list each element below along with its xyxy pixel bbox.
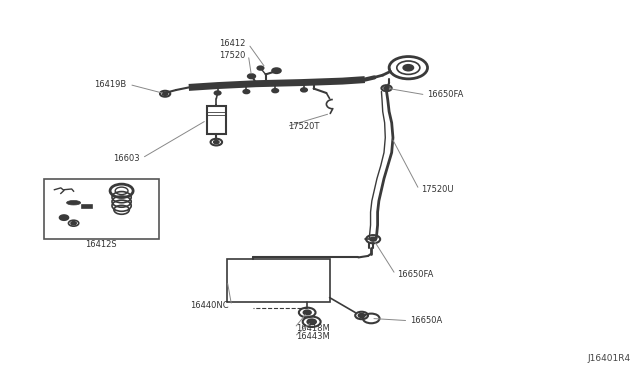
Text: 17520U: 17520U — [421, 185, 454, 194]
Text: 17520T: 17520T — [288, 122, 319, 131]
Text: 16650FA: 16650FA — [397, 270, 433, 279]
Circle shape — [370, 237, 376, 241]
Circle shape — [301, 88, 307, 92]
Text: 16650A: 16650A — [410, 316, 442, 325]
Circle shape — [272, 68, 281, 73]
Text: 17520: 17520 — [220, 51, 246, 60]
Ellipse shape — [67, 201, 81, 205]
Circle shape — [163, 92, 168, 95]
Circle shape — [243, 90, 250, 93]
Bar — [207, 106, 226, 134]
Bar — [227, 259, 330, 302]
Circle shape — [403, 65, 413, 71]
Text: 16443M: 16443M — [296, 332, 330, 341]
Text: 16419B: 16419B — [95, 80, 127, 89]
Text: 16440NC: 16440NC — [191, 301, 229, 310]
Circle shape — [303, 310, 311, 315]
Circle shape — [358, 314, 365, 317]
Bar — [44, 179, 159, 239]
Circle shape — [272, 89, 278, 93]
Text: 16418M: 16418M — [296, 324, 330, 333]
Circle shape — [384, 87, 389, 90]
Circle shape — [248, 74, 255, 78]
Circle shape — [71, 222, 76, 225]
Circle shape — [214, 91, 221, 95]
Text: 16412S: 16412S — [85, 240, 117, 249]
Text: 16412: 16412 — [220, 39, 246, 48]
Circle shape — [214, 141, 219, 144]
Bar — [82, 205, 92, 208]
Circle shape — [257, 66, 264, 70]
Circle shape — [60, 215, 68, 220]
Text: 16603: 16603 — [113, 154, 140, 163]
Text: J16401R4: J16401R4 — [588, 354, 630, 363]
Text: 16650FA: 16650FA — [428, 90, 464, 99]
Circle shape — [307, 319, 316, 324]
